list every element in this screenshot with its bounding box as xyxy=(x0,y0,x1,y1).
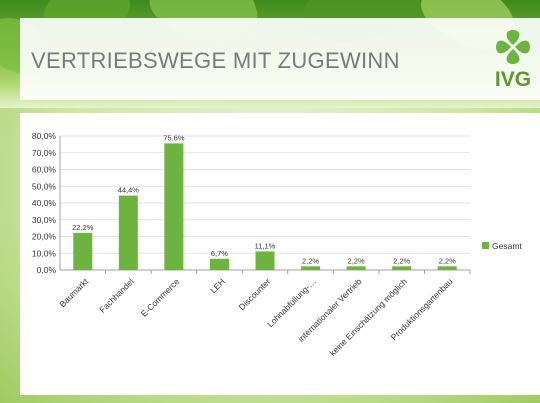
y-tick-label: 30,0% xyxy=(32,215,57,225)
data-label: 2,2% xyxy=(393,256,410,265)
y-tick-label: 60,0% xyxy=(32,165,57,175)
bar-internationaler-vertrieb xyxy=(346,266,366,270)
x-tick-label: LEH xyxy=(208,276,227,295)
bar-leh xyxy=(209,258,229,270)
bar-keine-einschätzung-möglich xyxy=(392,266,412,270)
y-tick-label: 10,0% xyxy=(32,248,57,258)
x-tick-label: Discounter xyxy=(237,276,273,312)
x-tick-label: Lohnabfüllung-… xyxy=(265,276,318,329)
title-bar xyxy=(20,18,540,100)
data-label: 2,2% xyxy=(302,256,319,265)
data-label: 6,7% xyxy=(211,249,228,258)
ivg-logo: IVG xyxy=(492,28,534,96)
y-tick-label: 40,0% xyxy=(32,198,57,208)
y-tick-label: 20,0% xyxy=(32,232,57,242)
bar-produktionsgartenbau xyxy=(437,266,457,270)
bar-chart: 0,0% 10,0% 20,0% 30,0% 40,0% 50,0% 60,0% 70,0% 8… xyxy=(32,131,523,358)
legend-label: Gesamt xyxy=(492,241,522,251)
data-label: 2,2% xyxy=(439,256,456,265)
y-tick-label: 80,0% xyxy=(32,131,57,141)
y-tick-label: 70,0% xyxy=(32,148,57,158)
data-label: 22,2% xyxy=(72,223,94,232)
slide-title: VERTRIEBSWEGE MIT ZUGEWINN xyxy=(31,48,400,73)
x-tick-label: Fachhandel xyxy=(97,276,136,315)
data-label: 44,4% xyxy=(118,186,140,195)
data-label: 11,1% xyxy=(255,241,276,250)
y-tick-label: 0,0% xyxy=(37,265,57,275)
bar-e-commerce xyxy=(164,143,184,270)
logo-mark-icon xyxy=(496,30,530,64)
bar-discounter xyxy=(255,251,275,270)
bar-fachhandel xyxy=(118,195,138,270)
legend-swatch xyxy=(482,242,489,249)
data-label: 2,2% xyxy=(348,256,365,265)
x-tick-label: E-Commerce xyxy=(139,276,182,319)
y-tick-label: 50,0% xyxy=(32,181,57,191)
x-tick-label: keine Einschätzung möglich xyxy=(327,276,409,358)
bar-baumarkt xyxy=(73,232,93,270)
logo-text: IVG xyxy=(494,68,532,91)
bar-lohnabfüllung- xyxy=(301,266,321,270)
data-label: 75,6% xyxy=(163,133,185,142)
chart-panel: 0,0% 10,0% 20,0% 30,0% 40,0% 50,0% 60,0% 70,0% 8… xyxy=(20,113,540,395)
x-tick-label: Baumarkt xyxy=(57,276,90,309)
